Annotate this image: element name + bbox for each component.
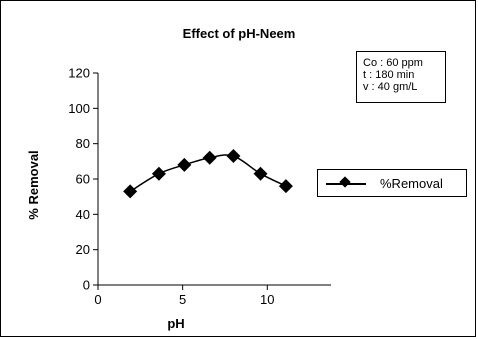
conditions-note-box: Co : 60 ppm t : 180 min v : 40 gm/L (356, 51, 446, 103)
series-points (123, 149, 293, 199)
y-tick-label: 120 (68, 66, 90, 81)
y-tick-label: 40 (76, 207, 90, 222)
note-concentration: Co : 60 ppm (363, 57, 423, 69)
legend-diamond-marker (339, 176, 351, 188)
x-axis-label: pH (167, 316, 184, 331)
data-point-diamond (123, 184, 138, 199)
x-axis-ticks: 0 5 10 (94, 285, 275, 307)
y-axis-label: % Removal (26, 150, 41, 219)
y-tick-label: 60 (76, 172, 90, 187)
y-tick-label: 0 (83, 278, 90, 293)
data-point-diamond (151, 166, 166, 181)
x-tick-label: 0 (94, 292, 101, 307)
y-tick-label: 80 (76, 136, 90, 151)
y-tick-label: 100 (68, 101, 90, 116)
note-volume: v : 40 gm/L (363, 81, 418, 93)
data-point-diamond (278, 179, 293, 194)
legend: %Removal (317, 169, 467, 197)
x-tick-label: 10 (260, 292, 274, 307)
data-point-diamond (202, 150, 217, 165)
legend-label: %Removal (380, 176, 443, 191)
chart-title: Effect of pH-Neem (183, 26, 296, 41)
y-axis-ticks: 0 20 40 60 80 100 120 (68, 66, 98, 293)
data-point-diamond (177, 157, 192, 172)
x-tick-label: 5 (179, 292, 186, 307)
note-time: t : 180 min (363, 69, 415, 81)
y-tick-label: 20 (76, 242, 90, 257)
data-point-diamond (253, 166, 268, 181)
data-point-diamond (226, 149, 241, 164)
